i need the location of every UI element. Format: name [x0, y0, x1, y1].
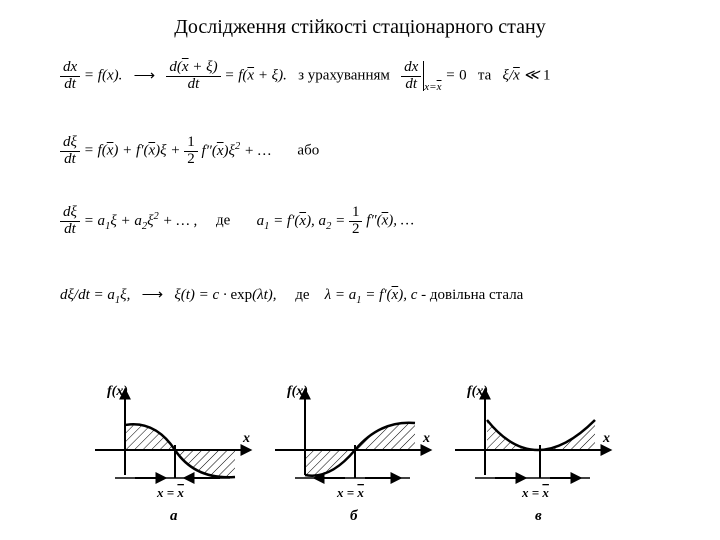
equation-row-3: dξdt = a1ξ + a2ξ2 + … , де a1 = f′(x), a…: [60, 205, 670, 238]
page-title: Дослідження стійкості стаціонарного стан…: [0, 16, 720, 39]
chart-panel-a: f(x) x x = x а: [85, 380, 265, 530]
svg-text:а: а: [170, 508, 178, 524]
chart-panel-c: f(x) x x = x в: [445, 380, 625, 530]
text-or: або: [297, 143, 319, 159]
text-where-2: де: [295, 287, 309, 303]
svg-text:x = x: x = x: [521, 485, 549, 500]
svg-text:в: в: [535, 508, 542, 524]
equation-row-2: dξdt = f(x) + f′(x)ξ + 12 f″(x)ξ2 + … аб…: [60, 135, 670, 168]
svg-text:f(x): f(x): [287, 384, 308, 399]
stability-charts: f(x) x x = x а f(x) x x = x б: [85, 380, 625, 530]
text-where-1: де: [216, 213, 230, 229]
equation-row-4: dξ/dt = a1ξ, ⟶ ξ(t) = c · exp(λt), де λ …: [60, 285, 670, 306]
equation-row-1: dxdt = f(x). ⟶ d(x + ξ)dt = f(x + ξ). з …: [60, 60, 670, 95]
svg-text:б: б: [350, 508, 358, 524]
text-arbitrary-const: - довільна стала: [421, 287, 523, 303]
svg-text:x: x: [242, 431, 250, 446]
svg-text:f(x): f(x): [467, 384, 488, 399]
svg-text:x: x: [422, 431, 430, 446]
svg-text:f(x): f(x): [107, 384, 128, 399]
svg-text:x = x: x = x: [336, 485, 364, 500]
text-and: та: [478, 68, 491, 84]
svg-text:x = x: x = x: [156, 485, 184, 500]
text-considering: з урахуванням: [298, 68, 390, 84]
chart-panel-b: f(x) x x = x б: [265, 380, 445, 530]
svg-text:x: x: [602, 431, 610, 446]
